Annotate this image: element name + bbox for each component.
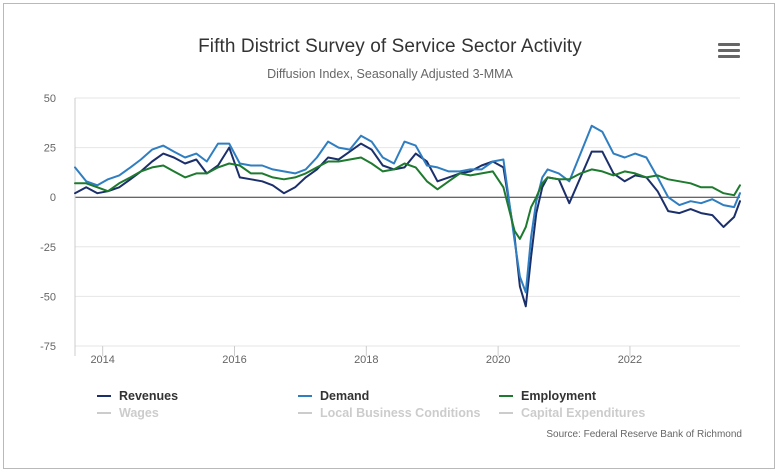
- legend-item-wages[interactable]: Wages: [97, 405, 159, 421]
- legend-swatch: [97, 412, 111, 414]
- legend-item-demand[interactable]: Demand: [298, 388, 369, 404]
- chart-subtitle: Diffusion Index, Seasonally Adjusted 3-M…: [267, 67, 513, 81]
- legend-swatch: [97, 395, 111, 397]
- legend-swatch: [499, 412, 513, 414]
- legend-label: Capital Expenditures: [521, 406, 646, 420]
- legend-label: Wages: [119, 406, 159, 420]
- gridlines: [74, 97, 740, 356]
- y-tick-label: -25: [40, 242, 56, 254]
- series-line-demand[interactable]: [74, 124, 741, 294]
- legend-item-revenues[interactable]: Revenues: [97, 388, 178, 404]
- chart-title: Fifth District Survey of Service Sector …: [198, 36, 582, 57]
- legend-label: Revenues: [119, 389, 179, 403]
- y-tick-label: -50: [40, 291, 56, 303]
- legend-label: Demand: [320, 389, 370, 403]
- legend-swatch: [499, 395, 513, 397]
- legend-item-capital-expenditures[interactable]: Capital Expenditures: [499, 405, 645, 421]
- y-axis-ticks: 50 25 0 -25 -50 -75: [40, 93, 56, 353]
- x-tick-label: 2020: [486, 354, 510, 366]
- legend-item-local-business-conditions[interactable]: Local Business Conditions: [298, 405, 480, 421]
- y-tick-label: 0: [50, 192, 56, 204]
- y-tick-label: 25: [44, 143, 56, 155]
- legend-item-employment[interactable]: Employment: [499, 388, 596, 404]
- chart-frame: [3, 3, 775, 469]
- series-line-employment[interactable]: [74, 156, 741, 240]
- y-tick-label: -75: [40, 341, 56, 353]
- legend-swatch: [298, 395, 312, 397]
- chart-menu-icon[interactable]: [718, 43, 740, 61]
- x-tick-label: 2022: [618, 354, 642, 366]
- legend-label: Local Business Conditions: [320, 406, 481, 420]
- y-tick-label: 50: [44, 93, 56, 105]
- legend-label: Employment: [521, 389, 597, 403]
- x-tick-label: 2016: [222, 354, 246, 366]
- series-line-revenues[interactable]: [74, 142, 741, 308]
- legend-swatch: [298, 412, 312, 414]
- x-tick-label: 2018: [354, 354, 378, 366]
- series-lines: [74, 124, 741, 308]
- x-axis-ticks: 2014 2016 2018 2020 2022: [90, 346, 642, 366]
- x-tick-label: 2014: [90, 354, 114, 366]
- source-note: Source: Federal Reserve Bank of Richmond: [546, 429, 742, 440]
